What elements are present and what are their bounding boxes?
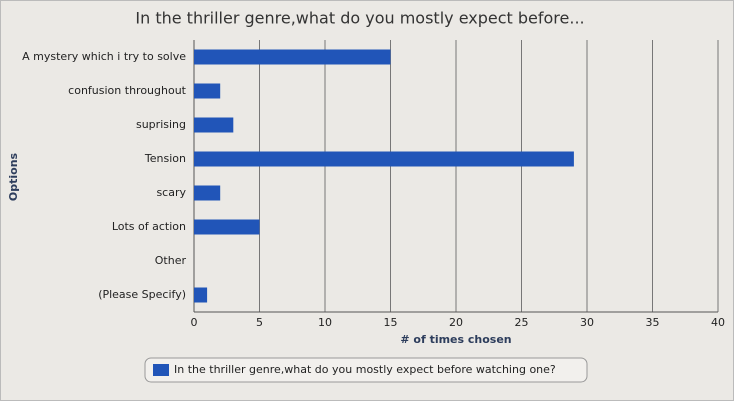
y-axis-label: Options [7, 152, 20, 201]
bar [194, 151, 574, 167]
x-tick-label: 40 [711, 316, 725, 329]
x-tick-label: 15 [384, 316, 398, 329]
x-tick-label: 10 [318, 316, 332, 329]
x-tick-label: 30 [580, 316, 594, 329]
y-tick-label: Other [155, 254, 187, 267]
y-tick-label: confusion throughout [68, 84, 187, 97]
y-tick-label: scary [156, 186, 186, 199]
x-axis-label: # of times chosen [400, 333, 511, 346]
chart-title: In the thriller genre,what do you mostly… [135, 9, 584, 28]
legend-label: In the thriller genre,what do you mostly… [174, 363, 556, 376]
x-tick-label: 5 [256, 316, 263, 329]
x-tick-label: 0 [191, 316, 198, 329]
bar [194, 49, 391, 65]
y-tick-label: A mystery which i try to solve [22, 50, 186, 63]
bar [194, 185, 221, 201]
x-tick-label: 25 [515, 316, 529, 329]
bar [194, 219, 260, 235]
bar [194, 287, 208, 303]
bar [194, 117, 234, 133]
legend-swatch [153, 364, 169, 376]
y-tick-label: (Please Specify) [98, 288, 186, 301]
legend [144, 357, 588, 383]
y-tick-label: Lots of action [112, 220, 186, 233]
x-tick-label: 35 [646, 316, 660, 329]
x-tick-label: 20 [449, 316, 463, 329]
y-tick-label: suprising [136, 118, 186, 131]
bar [194, 83, 221, 99]
y-tick-label: Tension [144, 152, 186, 165]
